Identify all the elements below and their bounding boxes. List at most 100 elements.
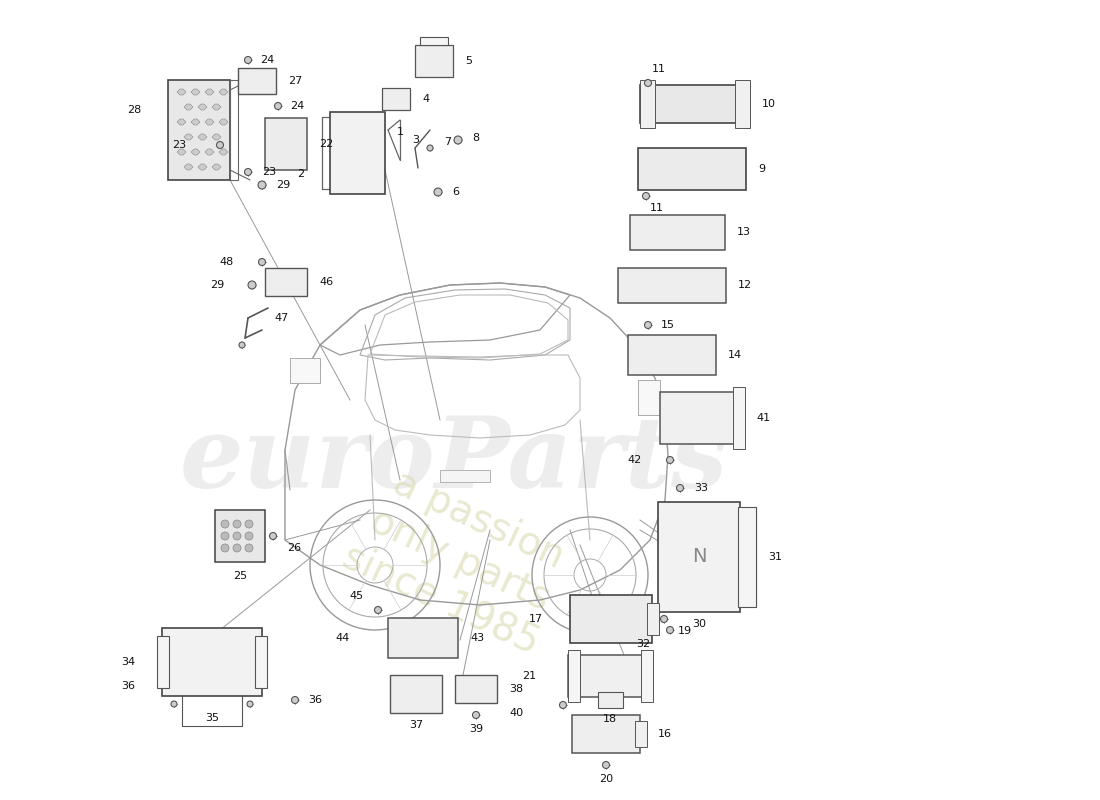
- Text: 23: 23: [262, 167, 276, 177]
- Bar: [255, 636, 267, 688]
- Circle shape: [244, 169, 252, 175]
- Polygon shape: [205, 89, 214, 95]
- Text: 24: 24: [260, 55, 274, 65]
- Polygon shape: [184, 134, 192, 140]
- Bar: [570, 595, 652, 643]
- Text: 10: 10: [762, 99, 776, 109]
- Bar: [635, 721, 647, 747]
- Circle shape: [676, 485, 683, 491]
- Bar: [388, 618, 458, 658]
- Text: 25: 25: [233, 571, 248, 581]
- Text: a passion
only parts
since 1985: a passion only parts since 1985: [337, 458, 583, 662]
- Text: 36: 36: [308, 695, 322, 705]
- Circle shape: [245, 544, 253, 552]
- Polygon shape: [205, 149, 214, 155]
- Text: 6: 6: [452, 187, 459, 197]
- Bar: [568, 655, 653, 697]
- Circle shape: [667, 457, 673, 463]
- Text: 40: 40: [509, 708, 524, 718]
- Polygon shape: [198, 104, 207, 110]
- Bar: [641, 650, 653, 702]
- Text: 29: 29: [210, 280, 224, 290]
- Bar: [572, 715, 640, 753]
- Circle shape: [434, 188, 442, 196]
- Polygon shape: [177, 89, 186, 95]
- Text: 42: 42: [628, 455, 642, 465]
- Text: euroParts: euroParts: [180, 412, 728, 508]
- Circle shape: [374, 606, 382, 614]
- Polygon shape: [198, 164, 207, 170]
- Text: 39: 39: [469, 724, 483, 734]
- Text: 47: 47: [274, 313, 288, 323]
- Polygon shape: [205, 119, 214, 125]
- Bar: [455, 675, 497, 703]
- Bar: [733, 387, 745, 449]
- Text: 34: 34: [121, 657, 135, 667]
- Text: 43: 43: [470, 633, 484, 643]
- Polygon shape: [184, 104, 192, 110]
- Text: 17: 17: [529, 614, 543, 624]
- Circle shape: [248, 281, 256, 289]
- Bar: [628, 335, 716, 375]
- Text: 30: 30: [692, 619, 706, 629]
- Bar: [265, 118, 307, 170]
- Circle shape: [233, 544, 241, 552]
- Polygon shape: [191, 89, 200, 95]
- Bar: [390, 675, 442, 713]
- Text: 4: 4: [422, 94, 429, 104]
- Text: 12: 12: [738, 280, 752, 290]
- Polygon shape: [219, 119, 228, 125]
- Text: 11: 11: [650, 203, 664, 213]
- Bar: [738, 507, 756, 607]
- Circle shape: [642, 193, 649, 199]
- Bar: [658, 502, 740, 612]
- Text: 32: 32: [636, 639, 650, 649]
- Bar: [735, 80, 750, 128]
- Text: 5: 5: [465, 56, 472, 66]
- Text: 14: 14: [728, 350, 743, 360]
- Text: 44: 44: [336, 633, 350, 643]
- Circle shape: [248, 701, 253, 707]
- Bar: [598, 692, 623, 708]
- Circle shape: [560, 702, 566, 709]
- Bar: [647, 603, 659, 635]
- Bar: [168, 80, 230, 180]
- Circle shape: [221, 520, 229, 528]
- Text: 33: 33: [694, 483, 708, 493]
- Bar: [618, 268, 726, 303]
- Circle shape: [275, 102, 282, 110]
- Text: 15: 15: [661, 320, 675, 330]
- Text: 2: 2: [297, 169, 304, 179]
- Circle shape: [221, 544, 229, 552]
- Circle shape: [270, 533, 276, 539]
- Circle shape: [239, 342, 245, 348]
- Text: 46: 46: [319, 277, 333, 287]
- Circle shape: [473, 711, 480, 718]
- Bar: [640, 80, 654, 128]
- Polygon shape: [184, 164, 192, 170]
- Circle shape: [245, 520, 253, 528]
- Bar: [638, 380, 660, 415]
- Text: 23: 23: [172, 140, 186, 150]
- Polygon shape: [212, 104, 221, 110]
- Bar: [640, 85, 750, 123]
- Text: 18: 18: [603, 714, 617, 724]
- Text: N: N: [692, 547, 706, 566]
- Polygon shape: [212, 164, 221, 170]
- Bar: [290, 358, 320, 383]
- Circle shape: [292, 697, 298, 703]
- Text: 29: 29: [276, 180, 290, 190]
- Circle shape: [660, 615, 668, 622]
- Bar: [330, 112, 385, 194]
- Circle shape: [454, 136, 462, 144]
- Circle shape: [667, 626, 673, 634]
- Text: 41: 41: [756, 413, 770, 423]
- Text: 37: 37: [409, 720, 424, 730]
- Circle shape: [603, 762, 609, 769]
- Bar: [440, 470, 490, 482]
- Bar: [230, 80, 238, 180]
- Bar: [157, 636, 169, 688]
- Bar: [162, 628, 262, 696]
- Text: 13: 13: [737, 227, 751, 237]
- Circle shape: [645, 322, 651, 329]
